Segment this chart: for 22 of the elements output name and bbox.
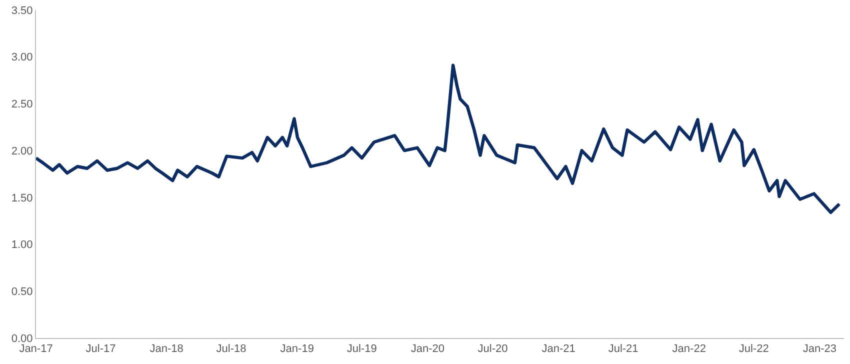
y-tick-label: 2.00 <box>11 145 33 158</box>
x-tick-label: Jul-17 <box>86 343 116 356</box>
x-tick-label: Jul-22 <box>738 343 769 356</box>
line-series <box>36 64 841 214</box>
x-tick-label: Jul-21 <box>608 343 638 356</box>
x-tick-label: Jan-17 <box>19 343 53 356</box>
x-tick-label: Jul-20 <box>478 343 508 356</box>
y-tick-label: 1.50 <box>11 192 33 204</box>
x-tick-label: Jan-21 <box>542 343 576 356</box>
y-tick-label: 0.00 <box>11 332 33 345</box>
y-tick-label: 0.50 <box>11 286 33 298</box>
x-tick-label: Jan-22 <box>672 343 706 356</box>
x-tick-label: Jan-20 <box>410 343 444 356</box>
y-tick-label: 2.50 <box>11 98 33 111</box>
x-tick-label: Jan-18 <box>150 343 184 356</box>
y-tick-label: 3.00 <box>11 52 33 64</box>
x-tick-label: Jul-18 <box>216 343 246 356</box>
x-tick-label: Jan-23 <box>802 343 836 356</box>
y-tick-label: 1.00 <box>11 239 33 252</box>
x-tick-label: Jul-19 <box>346 343 377 356</box>
x-tick-label: Jan-19 <box>280 343 314 356</box>
y-tick-label: 3.50 <box>11 4 33 17</box>
